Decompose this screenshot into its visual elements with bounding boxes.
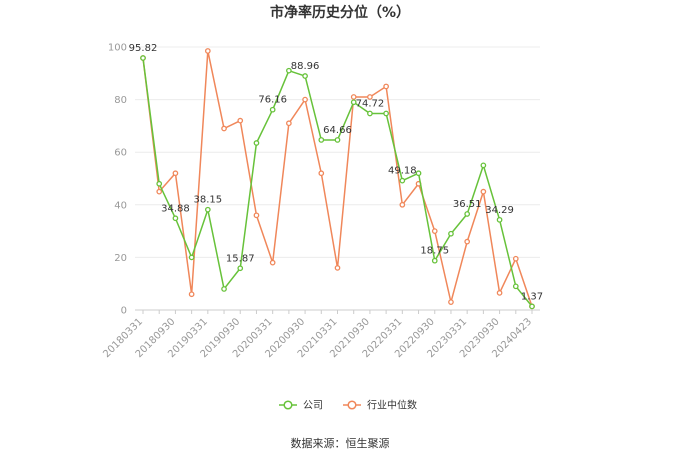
legend[interactable]: 公司 行业中位数 [279, 399, 417, 412]
y-axis: 0 20 40 60 80 100 [108, 43, 127, 317]
x-axis: 2018033120180930201903312019093020200331… [101, 309, 540, 360]
chart-title: 市净率历史分位（%） [270, 4, 410, 21]
data-point [383, 110, 389, 117]
data-point [204, 206, 211, 213]
y-tick-label: 0 [121, 306, 127, 317]
data-point [334, 137, 341, 143]
data-point [204, 48, 211, 54]
legend-label: 公司 [303, 401, 323, 412]
y-tick-label: 80 [114, 95, 127, 106]
data-label: 88.96 [291, 61, 320, 72]
data-point [367, 94, 373, 100]
data-point [350, 99, 357, 106]
legend-item-0[interactable]: 公司 [279, 400, 323, 412]
y-tick-label: 40 [114, 200, 127, 211]
legend-marker [347, 400, 357, 410]
data-label: 95.82 [129, 43, 158, 54]
data-point [431, 257, 438, 264]
data-point [286, 67, 292, 74]
legend-label: 行业中位数 [367, 399, 417, 412]
data-point [156, 188, 163, 195]
data-point [480, 162, 487, 169]
data-label: 15.87 [226, 253, 255, 264]
data-label: 1.37 [521, 291, 543, 302]
y-tick-label: 60 [114, 148, 127, 159]
legend-item-1[interactable]: 行业中位数 [343, 399, 417, 412]
data-point [140, 55, 146, 61]
data-point [350, 94, 357, 100]
legend-marker [283, 400, 293, 410]
data-point [318, 137, 325, 143]
data-point [448, 230, 454, 237]
y-tick-label: 20 [114, 253, 127, 264]
data-point [221, 125, 227, 132]
data-point [253, 140, 260, 146]
data-point [156, 180, 163, 187]
data-point [188, 254, 195, 261]
data-point [383, 83, 389, 90]
series-group [140, 48, 535, 310]
data-point [464, 238, 471, 245]
data-point [496, 216, 503, 223]
data-label: 36.51 [453, 199, 482, 210]
data-label: 34.88 [161, 203, 190, 214]
data-point [237, 117, 244, 124]
data-point [286, 120, 292, 127]
data-point [496, 290, 503, 296]
data-label: 49.18 [388, 166, 417, 177]
data-label: 76.16 [258, 95, 287, 106]
data-point [302, 96, 308, 103]
data-source: 数据来源：恒生聚源 [291, 436, 390, 450]
data-label: 38.15 [194, 195, 223, 206]
data-point [529, 303, 535, 310]
data-label: 34.29 [485, 205, 514, 216]
data-point [172, 215, 179, 222]
data-point [269, 106, 276, 113]
data-point [415, 170, 422, 177]
data-point [480, 188, 487, 195]
data-point [269, 259, 276, 266]
data-point [188, 291, 195, 298]
data-point [431, 228, 438, 234]
data-point [512, 283, 519, 290]
data-point [334, 265, 341, 271]
data-labels: 95.82 34.88 38.15 15.87 76.16 88.96 64.66 74.72… [129, 43, 543, 302]
data-point [318, 170, 325, 177]
data-label: 64.66 [323, 125, 352, 136]
data-point [253, 212, 260, 219]
data-point [464, 211, 471, 217]
data-label: 18.75 [420, 246, 449, 257]
data-point [512, 255, 519, 262]
data-point [172, 170, 179, 177]
data-point [399, 177, 406, 184]
data-point [399, 201, 406, 208]
data-point [237, 265, 244, 272]
data-point [302, 73, 308, 79]
data-point [221, 286, 227, 292]
y-tick-label: 100 [108, 43, 127, 54]
data-label: 74.72 [356, 98, 385, 109]
data-point [448, 299, 454, 305]
data-point [367, 110, 373, 117]
